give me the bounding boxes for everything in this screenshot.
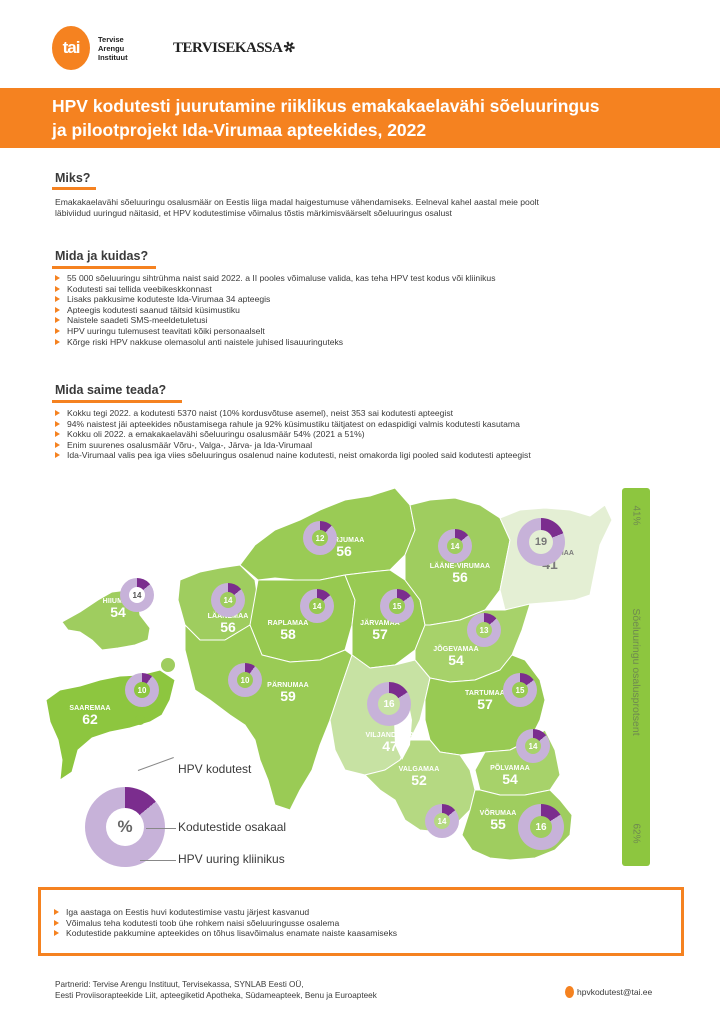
county-label-laane-virumaa: LÄÄNE-VIRUMAA 56 (429, 563, 491, 585)
partners-line: Eesti Proviisorapteekide Liit, apteegike… (55, 991, 377, 1000)
donut-vorumaa: 16 (518, 804, 564, 850)
list-item: Kodutestide pakkumine apteekides on tõhu… (54, 928, 704, 939)
miks-text-line: läbiviidud uuringud näitasid, et HPV kod… (55, 208, 452, 218)
page-title-line1: HPV kodutesti juurutamine riiklikus emak… (52, 96, 600, 116)
section-underline (52, 266, 156, 269)
partners-line: Partnerid: Tervise Arengu Instituut, Ter… (55, 980, 304, 989)
county-label-saaremaa: SAAREMAA 62 (69, 705, 111, 727)
island (161, 658, 175, 672)
scale-title: Sõeluuringu osalusprotsent (630, 608, 642, 736)
donut-saaremaa: 10 (125, 673, 159, 707)
county-label-vorumaa: VÕRUMAA 55 (479, 810, 517, 832)
tai-dot-icon (565, 986, 574, 998)
teada-bullet-list: Kokku tegi 2022. a kodutesti 5370 naist … (55, 408, 705, 461)
donut-jarvamaa: 15 (380, 589, 414, 623)
section-underline (52, 400, 182, 403)
county-raplamaa (249, 574, 356, 663)
conclusions-list: Iga aastaga on Eestis huvi kodutestimise… (54, 907, 704, 939)
legend-home-share: Kodutestide osakaal (178, 820, 287, 834)
donut-tartumaa: 15 (503, 673, 537, 707)
list-item: Iga aastaga on Eestis huvi kodutestimise… (54, 907, 704, 918)
miks-paragraph: Emakakaelavähi sõeluuringu osalusmäär on… (55, 197, 695, 219)
conclusions-box: Iga aastaga on Eestis huvi kodutestimise… (38, 887, 684, 956)
scale-min-label: 41% (630, 505, 642, 526)
tai-logo-line: Instituut (98, 52, 128, 62)
island (135, 715, 145, 725)
donut-laanemaa: 14 (211, 583, 245, 617)
donut-parnumaa: 10 (228, 663, 262, 697)
donut-harjumaa: 12 (303, 521, 337, 555)
county-label-jarvamaa: JÄRVAMAA 57 (360, 620, 400, 642)
list-item: HPV uuringu tulemusest teavitati kõiki p… (55, 326, 705, 337)
list-item: Kodutesti sai tellida veebikeskkonnast (55, 284, 705, 295)
donut-raplamaa: 14 (300, 589, 334, 623)
section-heading-miks: Miks? (55, 171, 91, 185)
section-underline (52, 187, 96, 190)
miks-text-line: Emakakaelavähi sõeluuringu osalusmäär on… (55, 197, 539, 207)
list-item: 55 000 sõeluuringu sihtrühma naist said … (55, 273, 705, 284)
tai-logo-mark: tai (52, 26, 90, 70)
section-heading-mida-ja-kuidas: Mida ja kuidas? (55, 249, 149, 263)
legend-donut: % (85, 787, 165, 867)
donut-viljandimaa: 16 (367, 682, 411, 726)
tai-logo-line: Tervise (98, 34, 124, 44)
logos: tai Tervise Arengu Instituut TERVISEKASS… (52, 26, 298, 70)
contact-email[interactable]: hpvkodutest@tai.ee (565, 986, 652, 998)
list-item: Lisaks pakkusime koduteste Ida-Virumaa 3… (55, 294, 705, 305)
donut-laane-virumaa: 14 (438, 529, 472, 563)
donut-polvamaa: 14 (516, 729, 550, 763)
list-item: Enim suurenes osalusmäär Võru-, Valga-, … (55, 440, 705, 451)
list-item: Ida-Virumaal valis pea iga viies sõeluur… (55, 450, 705, 461)
list-item: Kõrge riski HPV nakkuse olemasolul anti … (55, 337, 705, 348)
legend-pointer-line (146, 828, 176, 829)
donut-jogevamaa: 13 (467, 613, 501, 647)
list-item: Kokku tegi 2022. a kodutesti 5370 naist … (55, 408, 705, 419)
participation-scale-bar: 41% Sõeluuringu osalusprotsent 62% (622, 488, 650, 866)
county-label-tartumaa: TARTUMAA 57 (465, 690, 505, 712)
county-label-hiiumaa: HIIUMAA 54 (102, 598, 134, 620)
list-item: 94% naistest jäi apteekides nõustamisega… (55, 419, 705, 430)
legend-percent-symbol: % (106, 808, 144, 846)
list-item: Apteegis kodutesti saanud täitsid küsimu… (55, 305, 705, 316)
section-heading-mida-saime-teada: Mida saime teada? (55, 383, 167, 397)
list-item: Naistele saadeti SMS-meeldetuletusi (55, 315, 705, 326)
tervisekassa-logo: TERVISEKASSA ✲ (173, 39, 298, 57)
list-item: Kokku oli 2022. a emakakaelavähi sõeluur… (55, 429, 705, 440)
county-label-viljandimaa: VILJANDIMAA 47 (365, 732, 415, 754)
county-parnumaa (184, 624, 353, 811)
legend-pointer-line (140, 860, 176, 861)
legend-clinic: HPV uuring kliinikus (178, 852, 285, 866)
legend-home-test: HPV kodutest (178, 762, 252, 776)
email-link[interactable]: hpvkodutest@tai.ee (577, 987, 653, 997)
county-label-parnumaa: PÄRNUMAA 59 (267, 682, 309, 704)
county-label-polvamaa: PÕLVAMAA 54 (490, 765, 530, 787)
county-label-jogevamaa: JÕGEVAMAA 54 (433, 646, 479, 668)
donut-valgamaa: 14 (425, 804, 459, 838)
tervisekassa-mark-icon: ✲ (282, 39, 298, 57)
mida-bullet-list: 55 000 sõeluuringu sihtrühma naist said … (55, 273, 705, 347)
partners-footer: Partnerid: Tervise Arengu Instituut, Ter… (55, 979, 377, 1001)
county-label-raplamaa: RAPLAMAA 58 (267, 620, 309, 642)
tervisekassa-logo-text: TERVISEKASSA (173, 39, 283, 56)
page-title-line2: ja pilootprojekt Ida-Virumaa apteekides,… (52, 120, 427, 140)
county-label-harjumaa: HARJUMAA 56 (323, 537, 365, 559)
tai-logo-text: Tervise Arengu Instituut (98, 35, 148, 62)
donut-hiiumaa: 14 (120, 578, 154, 612)
scale-max-label: 62% (630, 823, 642, 844)
tai-logo-line: Arengu (98, 43, 125, 53)
county-label-valgamaa: VALGAMAA 52 (398, 766, 440, 788)
title-banner: HPV kodutesti juurutamine riiklikus emak… (0, 88, 720, 148)
list-item: Võimalus teha kodutesti toob ühe rohkem … (54, 918, 704, 929)
donut-ida-virumaa: 19 (517, 518, 565, 566)
